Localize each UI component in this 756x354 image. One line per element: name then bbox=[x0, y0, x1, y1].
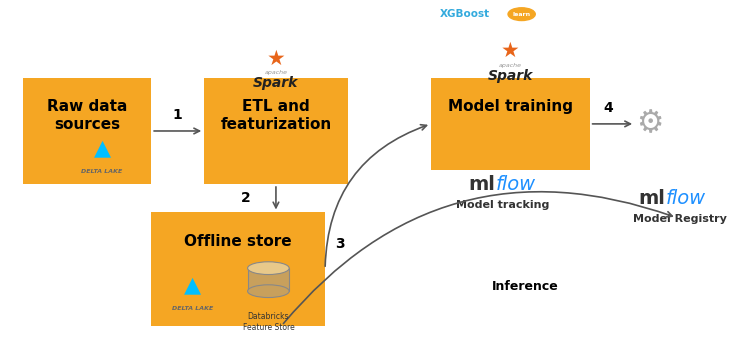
Ellipse shape bbox=[248, 262, 289, 275]
Text: Databricks
Feature Store: Databricks Feature Store bbox=[243, 312, 294, 332]
Text: Raw data
sources: Raw data sources bbox=[47, 99, 127, 132]
Bar bbox=[23, 78, 151, 184]
Text: DELTA LAKE: DELTA LAKE bbox=[172, 306, 213, 311]
Text: ▲: ▲ bbox=[94, 139, 110, 159]
Text: Model training: Model training bbox=[448, 99, 573, 114]
Text: apache: apache bbox=[499, 63, 522, 68]
Text: apache: apache bbox=[265, 70, 287, 75]
Text: XGBoost: XGBoost bbox=[440, 9, 490, 19]
Text: ml: ml bbox=[468, 175, 495, 194]
Text: ★: ★ bbox=[501, 41, 519, 61]
Text: ml: ml bbox=[638, 189, 665, 208]
Text: Spark: Spark bbox=[488, 69, 533, 83]
Text: ▲: ▲ bbox=[184, 275, 201, 295]
Text: flow: flow bbox=[665, 189, 705, 208]
Text: Spark: Spark bbox=[253, 76, 299, 90]
Text: 4: 4 bbox=[604, 101, 613, 115]
Text: Offline store: Offline store bbox=[184, 234, 292, 249]
Bar bbox=[151, 212, 325, 326]
Bar bbox=[204, 78, 348, 184]
Text: learn: learn bbox=[513, 12, 531, 17]
Text: 3: 3 bbox=[336, 237, 345, 251]
Text: Model Registry: Model Registry bbox=[634, 215, 727, 224]
Bar bbox=[247, 268, 289, 291]
Text: Inference: Inference bbox=[492, 280, 559, 293]
Text: flow: flow bbox=[495, 175, 535, 194]
Text: Model tracking: Model tracking bbox=[456, 200, 550, 210]
Text: ★: ★ bbox=[267, 48, 285, 68]
Text: ETL and
featurization: ETL and featurization bbox=[220, 99, 332, 132]
Bar bbox=[431, 78, 590, 170]
Text: ⚙: ⚙ bbox=[637, 109, 664, 138]
Ellipse shape bbox=[248, 285, 289, 297]
Text: 1: 1 bbox=[173, 108, 182, 122]
Text: 2: 2 bbox=[241, 191, 250, 205]
Circle shape bbox=[508, 8, 535, 21]
Text: DELTA LAKE: DELTA LAKE bbox=[82, 169, 122, 174]
